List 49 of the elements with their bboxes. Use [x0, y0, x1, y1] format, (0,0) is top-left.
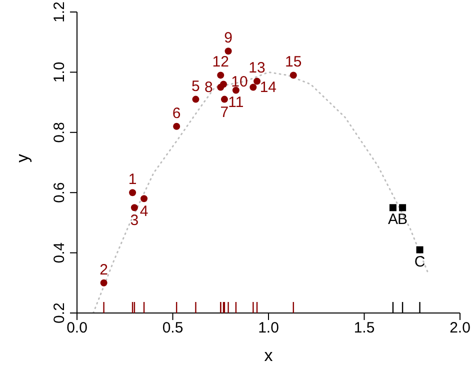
x-tick-label: 0.5: [162, 320, 184, 337]
annotation: 14: [260, 78, 277, 96]
annotation: 5: [192, 78, 200, 95]
annotation: 13: [248, 60, 266, 77]
annotation: B: [398, 211, 408, 228]
annotation: 1: [128, 171, 137, 188]
y-tick-label: 1.0: [51, 62, 68, 83]
annotation: 9: [224, 30, 232, 47]
annotation: 3: [130, 212, 139, 230]
point: [217, 72, 224, 79]
line-series: [92, 71, 430, 313]
point: [416, 246, 424, 254]
x-tick-label: 0.0: [66, 320, 88, 337]
y-tick-label: 0.6: [51, 182, 68, 204]
point: [130, 204, 138, 212]
annotation: 15: [285, 54, 302, 71]
point: [290, 72, 297, 79]
point: [100, 279, 108, 286]
annotation: 10: [231, 74, 248, 91]
point: [224, 48, 232, 55]
annotation: 4: [140, 203, 148, 220]
point: [254, 78, 261, 85]
x-tick-label: 2.0: [450, 320, 470, 337]
point: [129, 189, 136, 196]
y-tick-label: 0.4: [51, 242, 68, 264]
point: [192, 96, 200, 103]
point: [399, 204, 406, 212]
x-tick-label: 1.5: [354, 320, 375, 337]
annotation: A: [388, 211, 398, 228]
point: [232, 86, 240, 94]
point: [389, 204, 396, 212]
annotation: 7: [220, 104, 229, 121]
annotation: 8: [204, 78, 213, 96]
point: [220, 96, 228, 103]
point: [250, 84, 257, 91]
annotation: 11: [228, 94, 244, 111]
annotation: 6: [172, 104, 181, 122]
y-axis-title: y: [13, 154, 32, 162]
annotation: 2: [100, 261, 108, 278]
annotation: 12: [212, 54, 229, 71]
point: [140, 195, 148, 202]
point: [220, 80, 227, 88]
x-axis-title: x: [264, 346, 274, 365]
point: [173, 122, 180, 130]
y-tick-label: 0.8: [51, 122, 68, 143]
y-tick-label: 1.2: [51, 2, 68, 22]
y-tick-label: 0.2: [51, 302, 68, 324]
annotation: C: [414, 253, 426, 270]
x-tick-label: 1.0: [258, 320, 279, 337]
